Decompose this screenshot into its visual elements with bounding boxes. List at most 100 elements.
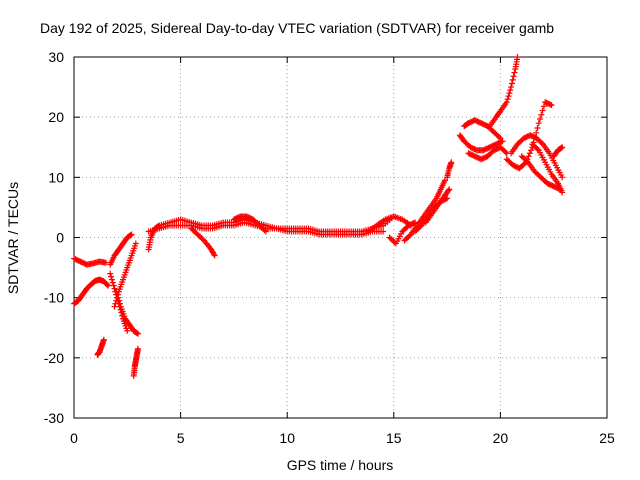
data-point (410, 220, 417, 227)
series-arc-c (94, 336, 107, 358)
data-point (445, 187, 452, 194)
data-point (507, 87, 514, 94)
data-point (128, 231, 135, 238)
series-arc-h (130, 345, 141, 379)
data-point (116, 297, 123, 304)
data-point (508, 80, 515, 87)
series-arc-n (386, 219, 419, 247)
data-point (505, 93, 512, 100)
data-point (499, 138, 506, 145)
series-arc-s (456, 132, 506, 154)
data-point (510, 73, 517, 80)
series-arc-g (113, 288, 141, 337)
series-arc-q (422, 186, 453, 226)
y-axis-label: SDTVAR / TECUs (5, 182, 21, 294)
series-arc-v (486, 54, 521, 130)
data-point (211, 252, 218, 259)
data-point (412, 219, 419, 226)
data-point (503, 99, 510, 106)
grid-lines (74, 57, 607, 418)
data-point (380, 228, 387, 235)
data-point (496, 134, 503, 141)
data-point (127, 232, 134, 239)
data-point (511, 69, 518, 76)
data-point (111, 285, 118, 292)
series-arc-m (365, 213, 414, 235)
data-point (526, 150, 533, 157)
series-arc-e (107, 231, 135, 268)
data-point (508, 84, 515, 91)
data-point (559, 144, 566, 151)
data-point (104, 281, 111, 288)
y-tick-label: 20 (48, 109, 64, 125)
data-point (108, 276, 115, 283)
x-tick-label: 15 (386, 430, 402, 446)
data-point (559, 174, 566, 181)
data-point (134, 330, 141, 337)
series-arc-o (401, 177, 448, 244)
data-point (496, 109, 503, 116)
x-tick-label: 5 (177, 430, 185, 446)
y-tick-label: 10 (48, 169, 64, 185)
series-arc-r (444, 159, 455, 181)
data-point (262, 228, 269, 235)
series-arc-z (529, 141, 566, 196)
x-tick-label: 0 (70, 430, 78, 446)
data-point (111, 303, 118, 310)
data-point (538, 140, 545, 147)
data-point (261, 227, 268, 234)
y-tick-label: -30 (44, 410, 64, 426)
data-point (534, 124, 541, 131)
data-point (538, 111, 545, 118)
data-point (406, 232, 413, 239)
data-point (506, 90, 513, 97)
data-point (502, 149, 509, 156)
series-arc-u (465, 144, 510, 163)
data-point (523, 158, 530, 165)
data-point (105, 282, 112, 289)
series-arc-aa (550, 144, 566, 160)
y-tick-label: 0 (56, 230, 64, 246)
data-point (498, 138, 505, 145)
x-axis-label: GPS time / hours (287, 457, 394, 473)
series-arc-l (230, 213, 269, 235)
data-point (547, 101, 554, 108)
data-point (514, 54, 521, 60)
y-tick-label: -10 (44, 290, 64, 306)
data-point (540, 103, 547, 110)
data-point (108, 273, 115, 280)
data-point (107, 270, 114, 277)
data-point (528, 147, 535, 154)
plot-frame (73, 56, 608, 419)
data-point (102, 259, 109, 266)
data-point (132, 240, 139, 247)
data-point (134, 330, 141, 337)
data-point (448, 159, 455, 166)
series-arc-t (461, 117, 504, 142)
series-arc-j (145, 219, 387, 238)
series-arc-b (71, 276, 112, 307)
data-point (509, 76, 516, 83)
y-tick-label: 30 (48, 49, 64, 65)
data-point (535, 120, 542, 127)
axis-ticks: 0 5 10 15 20 25 -30 -20 -10 0 10 20 30 (44, 49, 615, 446)
x-tick-label: 10 (279, 430, 295, 446)
series-arc-a (71, 255, 109, 268)
data-point (124, 327, 131, 334)
data-point (134, 345, 141, 352)
data-point (539, 107, 546, 114)
data-point (504, 96, 511, 103)
data-point (497, 135, 504, 142)
data-point (441, 177, 448, 184)
data-point (109, 279, 116, 286)
data-point (446, 186, 453, 193)
series-arc-y (518, 153, 564, 193)
data-point (558, 144, 565, 151)
series-arc-k (188, 225, 218, 259)
y-tick-label: -20 (44, 350, 64, 366)
data-point (444, 195, 451, 202)
data-point (417, 223, 424, 230)
data-point (534, 146, 541, 153)
data-point (114, 291, 121, 298)
